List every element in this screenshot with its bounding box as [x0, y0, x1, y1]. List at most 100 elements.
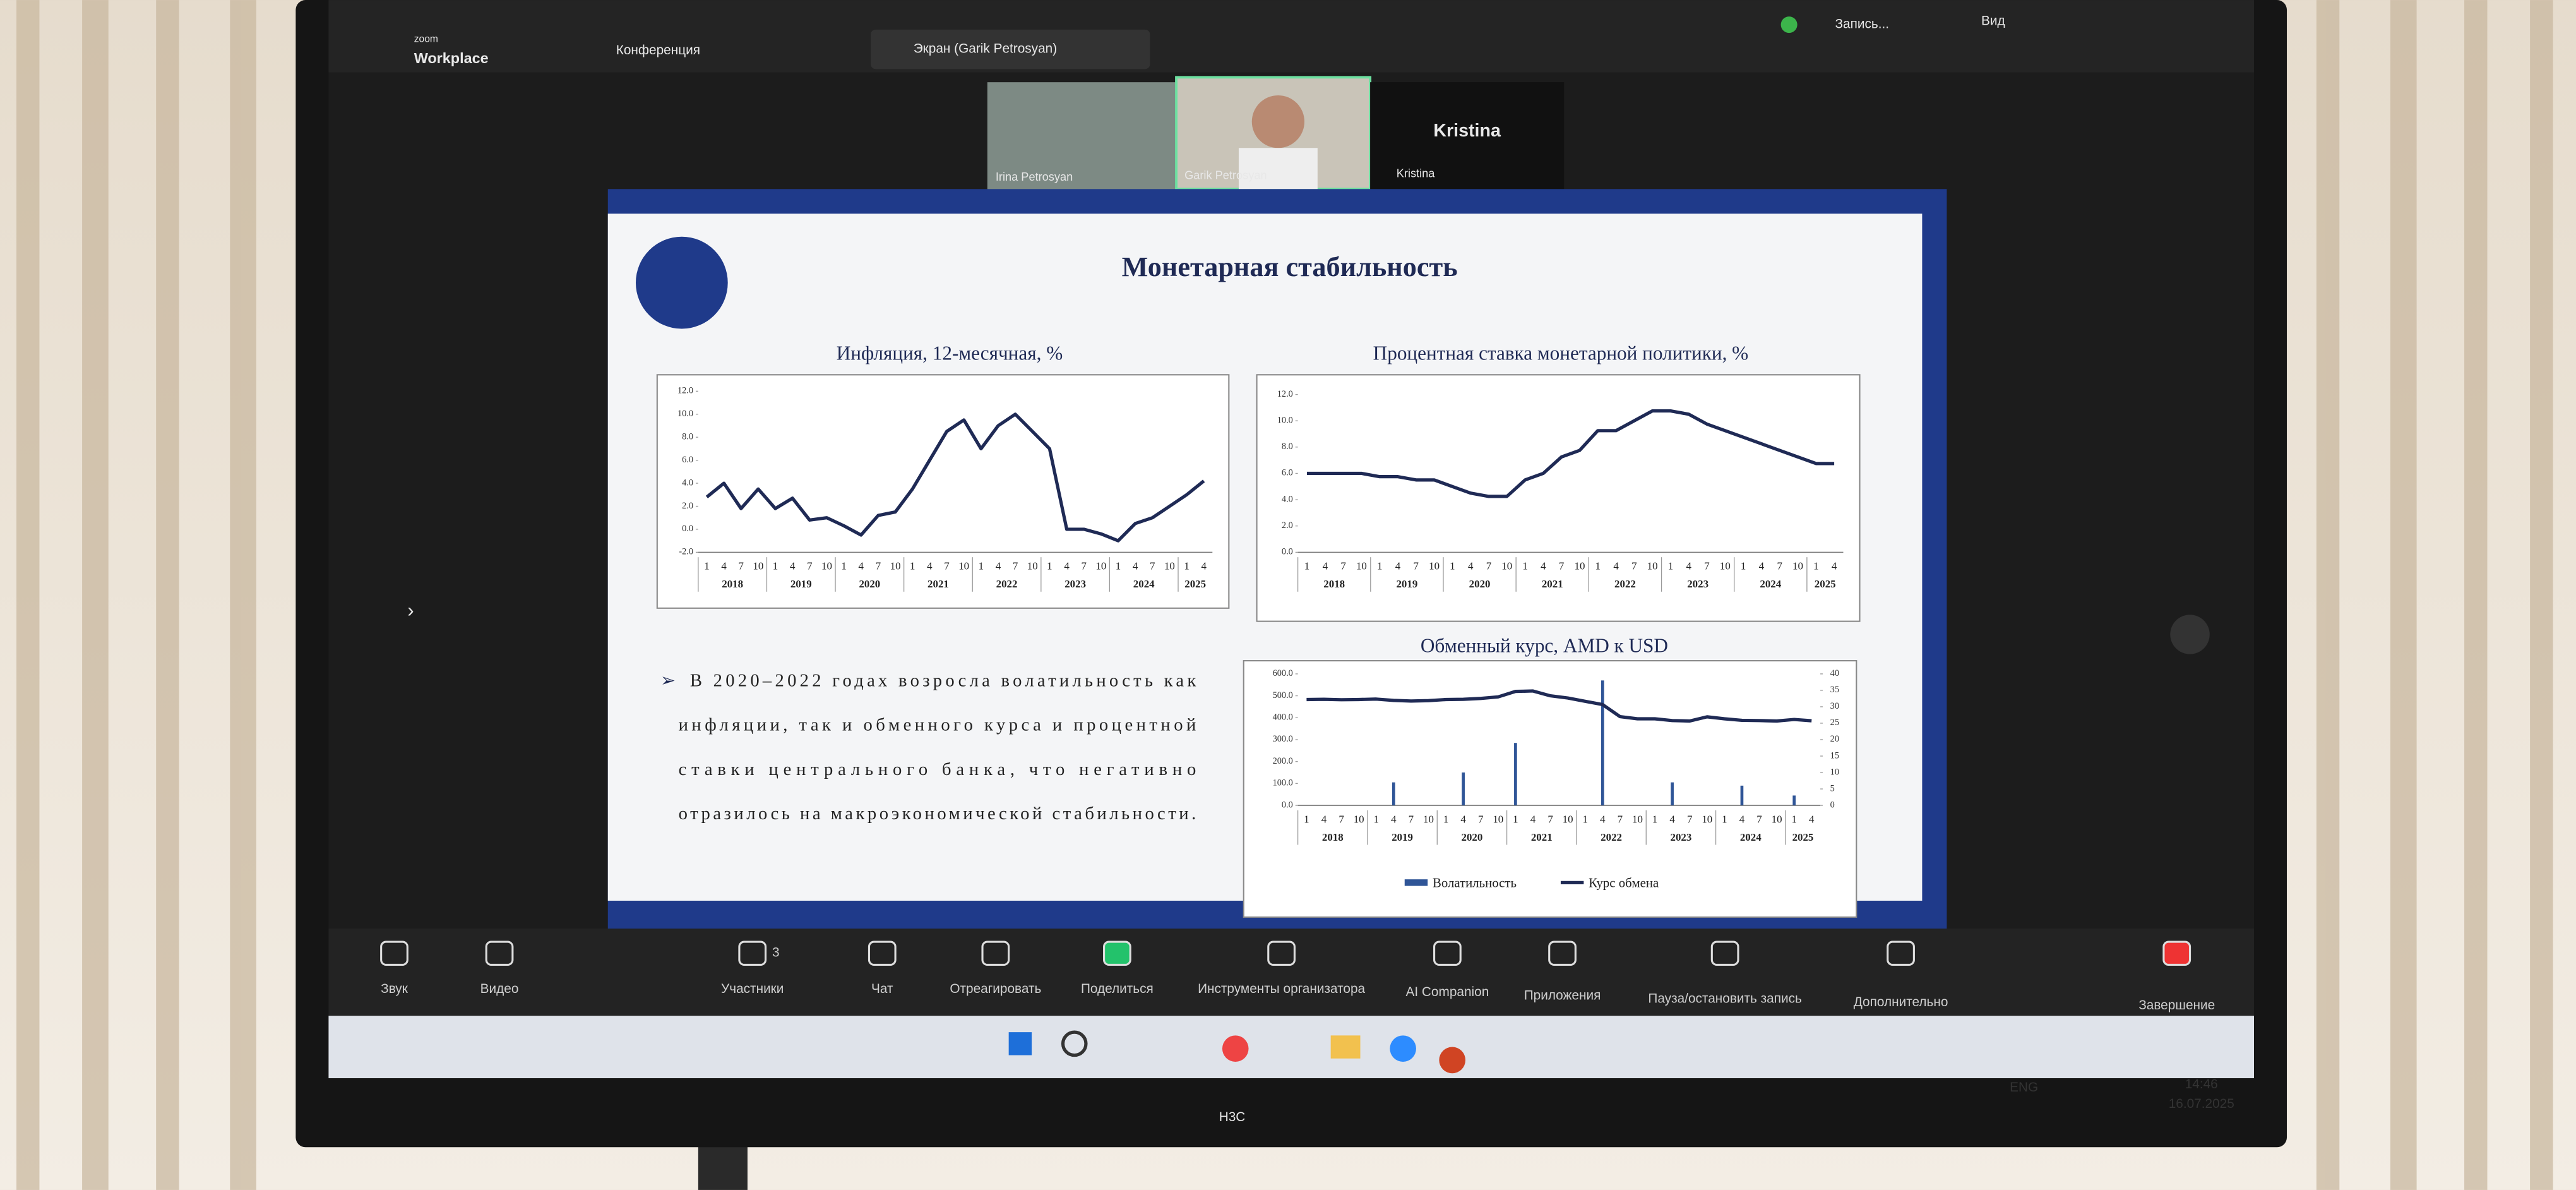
- blinds: [16, 0, 2553, 1190]
- tv-brand: H3C: [1219, 1110, 1246, 1124]
- clock-time[interactable]: 14:46: [2185, 1077, 2218, 1091]
- y-tick-label: 200.0: [1273, 756, 1293, 766]
- x-tick-label: 1: [1741, 560, 1746, 572]
- toolbar-label[interactable]: Отреагировать: [950, 982, 1041, 996]
- share-tab-bg[interactable]: [871, 29, 1150, 69]
- toolbar-icon[interactable]: [1887, 941, 1915, 966]
- toolbar-icon[interactable]: [380, 941, 408, 966]
- x-tick-label: 7: [1486, 560, 1491, 572]
- toolbar-label[interactable]: Инструменты организатора: [1198, 982, 1365, 996]
- x-tick-label: 10: [1574, 560, 1585, 572]
- toolbar-icon[interactable]: [738, 941, 767, 966]
- volatility-bar: [1601, 680, 1604, 806]
- x-tick-label: 10: [1501, 560, 1512, 572]
- toolbar-label[interactable]: Приложения: [1524, 988, 1601, 1002]
- x-tick-label: 4: [1133, 560, 1138, 572]
- toolbar-label[interactable]: AI Companion: [1405, 985, 1489, 999]
- series-line: [1307, 409, 1835, 498]
- participant-name: Garik Petrosyan: [1184, 169, 1267, 181]
- taskbar-icons: [1008, 1030, 1466, 1074]
- x-tick-label: 10: [958, 560, 969, 572]
- charts: Инфляция, 12-месячная, % -2.0 0.0 2.0 4.0 6.0…: [656, 342, 1861, 918]
- x-tick-label: 4: [927, 560, 933, 572]
- year-label: 2021: [927, 578, 949, 590]
- y-tick-label: 100.0: [1273, 778, 1293, 788]
- toolbar-icon[interactable]: [1548, 941, 1577, 966]
- toolbar-icon[interactable]: [868, 941, 897, 966]
- x-tick-label: 7: [1081, 560, 1086, 572]
- toolbar-label[interactable]: Завершение: [2138, 998, 2215, 1013]
- toolbar-icon[interactable]: [1267, 941, 1296, 966]
- x-tick-label: 1: [1047, 560, 1052, 572]
- x-tick-label: 10: [890, 560, 901, 572]
- meeting-tab[interactable]: Конференция: [616, 43, 700, 57]
- y-tick-label: 2.0: [1282, 520, 1293, 531]
- toolbar-label[interactable]: Звук: [381, 982, 408, 996]
- participant-name: Kristina: [1397, 167, 1436, 180]
- recording-status[interactable]: Запись...: [1835, 17, 1889, 32]
- toolbar-label[interactable]: Чат: [871, 982, 893, 996]
- clock-date[interactable]: 16.07.2025: [2169, 1097, 2234, 1111]
- x-tick-label: 7: [1756, 813, 1762, 825]
- search-icon[interactable]: [1061, 1030, 1088, 1057]
- y-tick-label: 8.0: [1282, 442, 1293, 452]
- year-label: 2023: [1064, 578, 1086, 590]
- toolbar-label[interactable]: Поделиться: [1081, 982, 1154, 996]
- x-tick-label: 1: [1791, 813, 1796, 825]
- y-tick-label: 400.0: [1273, 712, 1293, 723]
- x-tick-label: 10: [1095, 560, 1106, 572]
- x-tick-label: 1: [1304, 560, 1309, 572]
- ppt-icon[interactable]: [1439, 1047, 1466, 1074]
- bullet-line: отразилось на макроэкономической стабиль…: [679, 803, 1196, 824]
- chart-frame: [1243, 660, 1857, 918]
- x-tick-label: 4: [721, 560, 727, 572]
- y2-tick-label: 5: [1830, 783, 1835, 793]
- x-tick-label: 7: [1687, 813, 1692, 825]
- y-tick-label: 4.0: [1282, 494, 1293, 504]
- toolbar-label[interactable]: Видео: [480, 982, 519, 996]
- prev-arrow[interactable]: ›: [407, 599, 414, 621]
- x-tick-label: 10: [1772, 813, 1782, 825]
- x-tick-label: 4: [1613, 560, 1619, 572]
- year-label: 2020: [1469, 578, 1491, 590]
- toolbar-icon[interactable]: [1710, 941, 1739, 966]
- browser-icon[interactable]: [1222, 1035, 1249, 1062]
- x-tick-label: 10: [1647, 560, 1658, 572]
- toolbar-icon[interactable]: [485, 941, 514, 966]
- x-tick-label: 1: [1374, 813, 1379, 825]
- toolbar-icon[interactable]: [981, 941, 1010, 966]
- toolbar-label[interactable]: Дополнительно: [1854, 995, 1948, 1009]
- participant-tile-name: Kristina: [1433, 121, 1501, 141]
- x-tick-label: 7: [876, 560, 881, 572]
- folder-icon[interactable]: [1330, 1035, 1361, 1059]
- next-button[interactable]: [2170, 615, 2210, 654]
- x-tick-label: 10: [753, 560, 763, 572]
- toolbar-icon[interactable]: [1103, 941, 1131, 966]
- view-button[interactable]: Вид: [1981, 13, 2005, 28]
- input-language[interactable]: ENG: [2010, 1080, 2038, 1095]
- toolbar-label[interactable]: Участники: [721, 982, 784, 996]
- x-tick-label: 1: [1595, 560, 1601, 572]
- x-tick-label: 10: [1164, 560, 1175, 572]
- y2-tick-label: 35: [1830, 685, 1839, 695]
- x-tick-label: 4: [1600, 813, 1606, 825]
- toolbar-icon[interactable]: [1433, 941, 1462, 966]
- toolbar-label[interactable]: Пауза/остановить запись: [1648, 992, 1801, 1006]
- x-tick-label: 4: [1323, 560, 1328, 572]
- x-tick-label: 4: [1686, 560, 1691, 572]
- start-button[interactable]: [1008, 1032, 1032, 1055]
- x-tick-label: 4: [1669, 813, 1675, 825]
- x-tick-label: 7: [1559, 560, 1564, 572]
- toolbar-icon[interactable]: [2162, 941, 2191, 966]
- person-body: [1238, 148, 1318, 189]
- y-tick-label: 4.0: [682, 478, 693, 488]
- y-tick-label: 2.0: [682, 501, 693, 511]
- share-tab[interactable]: Экран (Garik Petrosyan): [914, 42, 1057, 56]
- participant-name: Irina Petrosyan: [996, 171, 1073, 183]
- y-tick-label: 0.0: [682, 524, 693, 534]
- zoom-icon[interactable]: [1390, 1035, 1416, 1062]
- x-tick-label: 4: [859, 560, 864, 572]
- y2-tick-label: 40: [1830, 668, 1839, 678]
- x-tick-label: 7: [1704, 560, 1709, 572]
- x-tick-label: 10: [1720, 560, 1731, 572]
